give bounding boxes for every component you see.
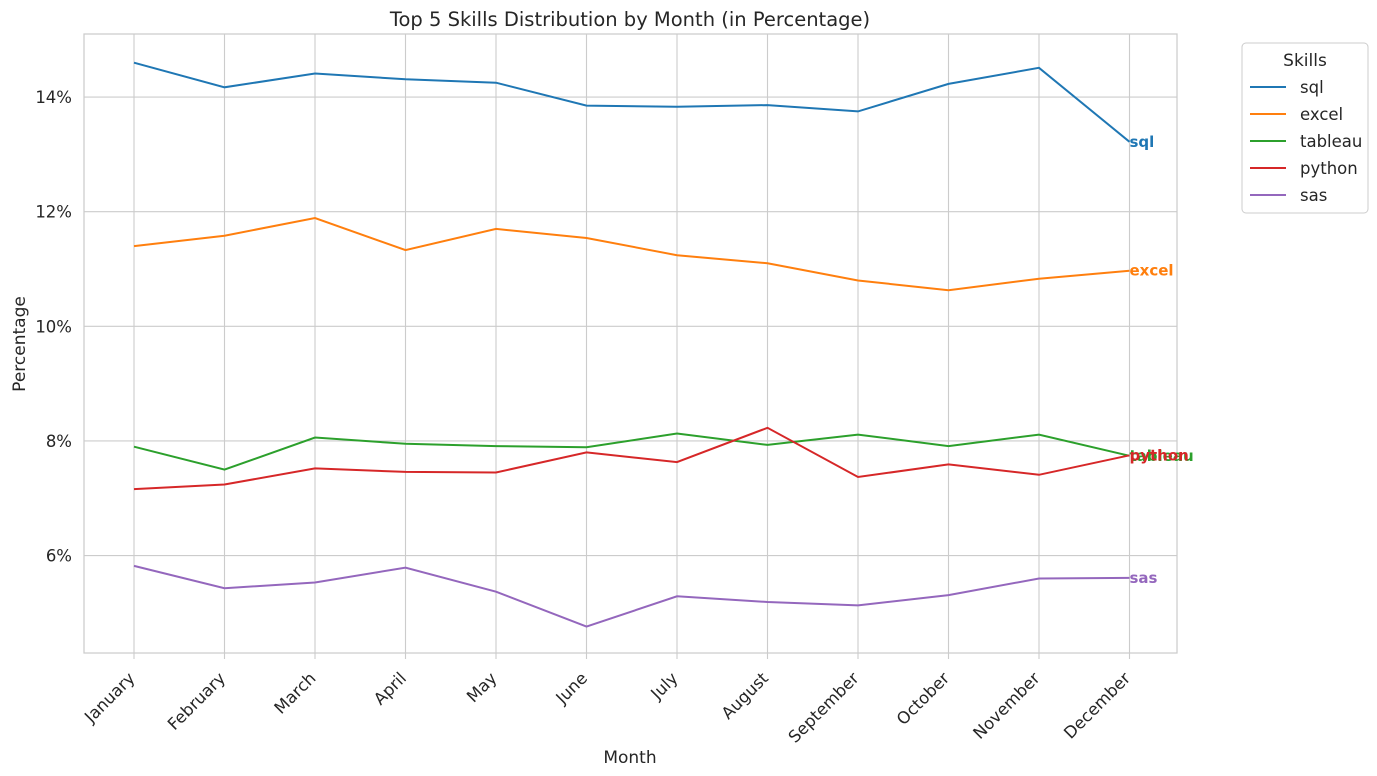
series-line-sas [133,564,1130,628]
y-tick-label: 8% [46,432,72,451]
end-label-tableau: tableau [1130,447,1194,465]
legend-label-python: python [1300,159,1358,178]
legend: Skills sql excel tableau python sas [1241,42,1369,214]
y-tick-label: 10% [35,317,72,336]
series-line-tableau [133,432,1130,471]
end-label-excel: excel [1130,262,1174,280]
y-axis-label: Percentage [10,296,30,392]
series-lines [133,61,1131,628]
series-line-excel [133,216,1130,292]
plot-area-frame [83,33,1178,654]
legend-label-sql: sql [1300,78,1324,97]
y-tick-label: 6% [46,547,72,566]
legend-label-sas: sas [1300,186,1327,205]
legend-label-tableau: tableau [1300,132,1362,151]
series-line-python [133,426,1130,491]
legend-box [1241,42,1369,214]
y-tick-label: 14% [35,88,72,107]
legend-items: sql excel tableau python sas [1250,78,1362,205]
series-line-sql [133,61,1131,143]
end-label-sas: sas [1130,569,1158,587]
legend-title: Skills [1283,51,1327,71]
end-label-sql: sql [1130,133,1155,151]
end-label-python: python [1130,446,1189,464]
chart-title: Top 5 Skills Distribution by Month (in P… [389,8,870,31]
legend-label-excel: excel [1300,105,1343,124]
y-tick-label: 12% [35,203,72,222]
x-axis-label: Month [603,748,656,768]
